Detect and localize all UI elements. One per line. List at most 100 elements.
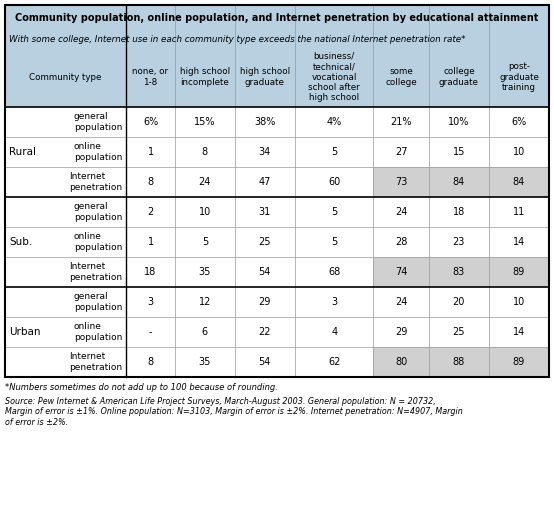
Bar bbox=[429, 197, 489, 227]
Text: high school
incomplete: high school incomplete bbox=[179, 67, 230, 87]
Text: 2: 2 bbox=[147, 207, 153, 217]
Bar bbox=[5, 347, 126, 377]
Bar bbox=[373, 287, 429, 317]
Text: 29: 29 bbox=[259, 297, 271, 307]
Text: *Numbers sometimes do not add up to 100 because of rounding.: *Numbers sometimes do not add up to 100 … bbox=[5, 383, 278, 392]
Text: 73: 73 bbox=[395, 177, 407, 187]
Text: business/
technical/
vocational
school after
high school: business/ technical/ vocational school a… bbox=[308, 52, 360, 102]
Text: 60: 60 bbox=[328, 177, 340, 187]
Bar bbox=[429, 287, 489, 317]
Text: 10%: 10% bbox=[448, 117, 470, 127]
Bar bbox=[126, 167, 175, 197]
Text: 24: 24 bbox=[199, 177, 211, 187]
Text: 11: 11 bbox=[513, 207, 525, 217]
Bar bbox=[489, 197, 549, 227]
Bar bbox=[5, 167, 126, 197]
Bar bbox=[235, 167, 295, 197]
Bar bbox=[489, 317, 549, 347]
Bar bbox=[126, 347, 175, 377]
Bar bbox=[5, 137, 126, 167]
Text: 8: 8 bbox=[202, 147, 208, 157]
Bar bbox=[489, 347, 549, 377]
Text: 10: 10 bbox=[199, 207, 211, 217]
Bar bbox=[126, 287, 175, 317]
Bar bbox=[175, 317, 235, 347]
Text: 14: 14 bbox=[513, 327, 525, 337]
Text: 10: 10 bbox=[513, 297, 525, 307]
Bar bbox=[5, 5, 549, 107]
Bar bbox=[5, 287, 126, 317]
Bar bbox=[235, 347, 295, 377]
Text: some
college: some college bbox=[386, 67, 417, 87]
Text: 84: 84 bbox=[513, 177, 525, 187]
Bar bbox=[373, 107, 429, 137]
Text: high school
graduate: high school graduate bbox=[240, 67, 290, 87]
Text: 35: 35 bbox=[199, 267, 211, 277]
Text: 29: 29 bbox=[395, 327, 407, 337]
Text: Source: Pew Internet & American Life Project Surveys, March-August 2003. General: Source: Pew Internet & American Life Pro… bbox=[5, 397, 463, 427]
Bar bbox=[175, 107, 235, 137]
Bar bbox=[295, 107, 373, 137]
Text: 89: 89 bbox=[513, 357, 525, 367]
Bar bbox=[5, 257, 126, 287]
Text: college
graduate: college graduate bbox=[439, 67, 479, 87]
Text: 3: 3 bbox=[147, 297, 153, 307]
Text: 6: 6 bbox=[202, 327, 208, 337]
Text: 23: 23 bbox=[453, 237, 465, 247]
Bar bbox=[295, 347, 373, 377]
Text: 25: 25 bbox=[259, 237, 271, 247]
Text: 80: 80 bbox=[395, 357, 407, 367]
Text: general
population: general population bbox=[74, 112, 122, 132]
Bar bbox=[235, 107, 295, 137]
Text: online
population: online population bbox=[74, 232, 122, 251]
Text: Internet
penetration: Internet penetration bbox=[69, 262, 122, 281]
Text: 84: 84 bbox=[453, 177, 465, 187]
Text: 89: 89 bbox=[513, 267, 525, 277]
Bar bbox=[295, 317, 373, 347]
Text: 74: 74 bbox=[395, 267, 407, 277]
Bar bbox=[295, 167, 373, 197]
Bar bbox=[235, 197, 295, 227]
Bar bbox=[175, 287, 235, 317]
Text: online
population: online population bbox=[74, 143, 122, 162]
Text: 62: 62 bbox=[328, 357, 340, 367]
Text: 14: 14 bbox=[513, 237, 525, 247]
Text: none, or
1-8: none, or 1-8 bbox=[132, 67, 168, 87]
Text: 68: 68 bbox=[328, 267, 340, 277]
Text: 24: 24 bbox=[395, 207, 407, 217]
Bar bbox=[489, 227, 549, 257]
Text: 4%: 4% bbox=[326, 117, 342, 127]
Bar bbox=[175, 137, 235, 167]
Text: 8: 8 bbox=[147, 177, 153, 187]
Bar bbox=[295, 287, 373, 317]
Bar bbox=[373, 167, 429, 197]
Text: 10: 10 bbox=[513, 147, 525, 157]
Text: 18: 18 bbox=[453, 207, 465, 217]
Text: 27: 27 bbox=[395, 147, 407, 157]
Text: 34: 34 bbox=[259, 147, 271, 157]
Bar bbox=[373, 347, 429, 377]
Text: 20: 20 bbox=[453, 297, 465, 307]
Bar bbox=[175, 347, 235, 377]
Text: 6%: 6% bbox=[511, 117, 527, 127]
Text: 4: 4 bbox=[331, 327, 337, 337]
Text: 88: 88 bbox=[453, 357, 465, 367]
Text: 25: 25 bbox=[453, 327, 465, 337]
Text: Rural: Rural bbox=[9, 147, 36, 157]
Bar bbox=[489, 287, 549, 317]
Text: 18: 18 bbox=[145, 267, 157, 277]
Bar bbox=[295, 257, 373, 287]
Bar bbox=[373, 227, 429, 257]
Bar bbox=[373, 197, 429, 227]
Text: 1: 1 bbox=[147, 147, 153, 157]
Bar bbox=[489, 167, 549, 197]
Text: 83: 83 bbox=[453, 267, 465, 277]
Bar bbox=[489, 257, 549, 287]
Text: -: - bbox=[149, 327, 152, 337]
Bar bbox=[126, 227, 175, 257]
Bar bbox=[295, 137, 373, 167]
Bar bbox=[373, 137, 429, 167]
Text: 5: 5 bbox=[202, 237, 208, 247]
Bar bbox=[175, 227, 235, 257]
Bar bbox=[295, 227, 373, 257]
